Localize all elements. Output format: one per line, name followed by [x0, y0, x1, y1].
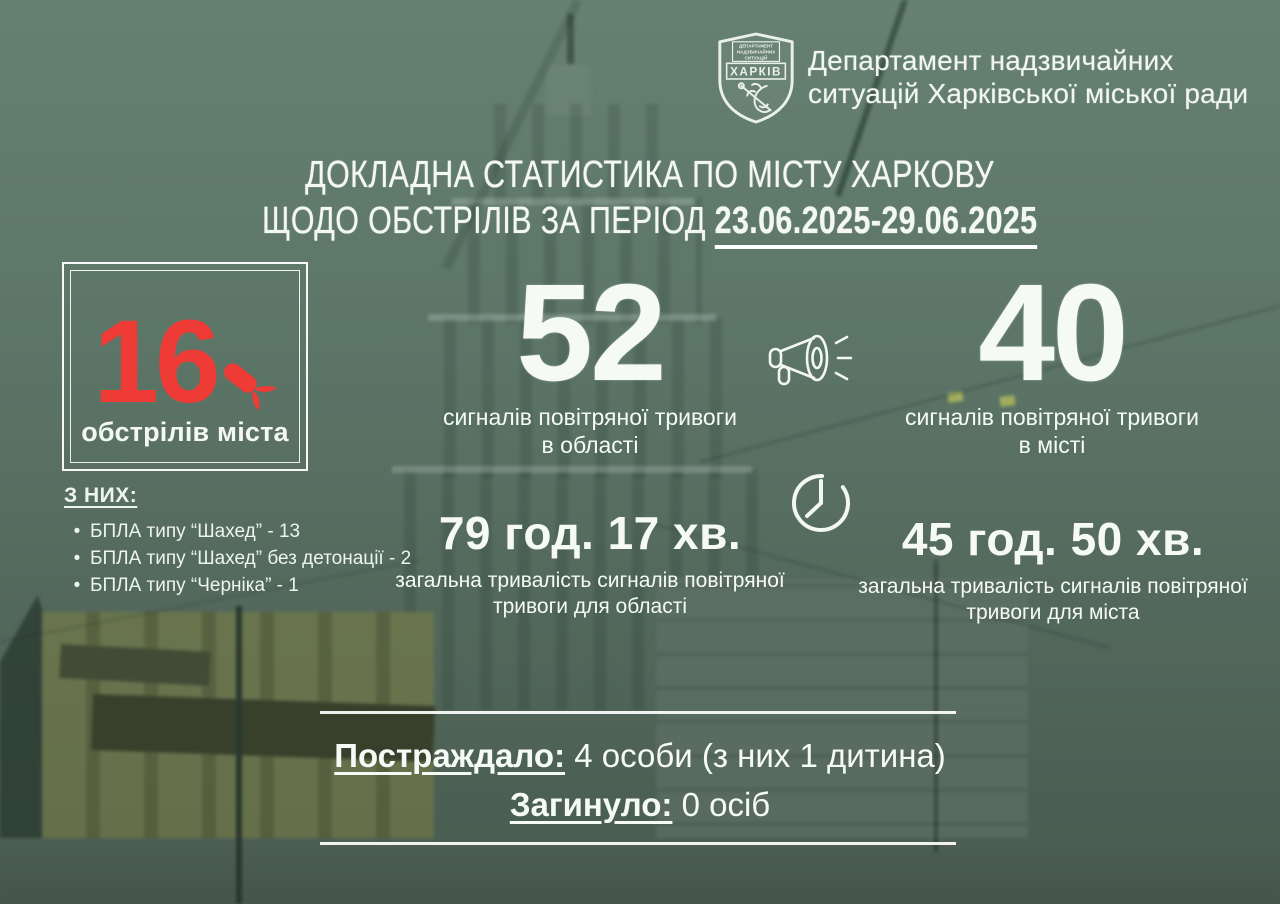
oblast-alerts-caption-line1: сигналів повітряної тривоги [443, 403, 737, 430]
shield-text-line2: НАДЗВИЧАЙНИХ [737, 48, 775, 55]
oblast-duration-block: 79 год. 17 хв. загальна тривалість сигна… [388, 506, 792, 620]
shield-city-name: ХАРКІВ [730, 66, 782, 79]
killed-line: Загинуло: 0 осіб [120, 786, 1160, 824]
bullet-icon: • [73, 548, 81, 569]
background-pole [934, 560, 938, 852]
city-duration-value: 45 год. 50 хв. [901, 513, 1205, 565]
department-shield-logo: ДЕПАРТАМЕНТ НАДЗВИЧАЙНИХ СИТУАЦІЙ ХАРКІВ [718, 32, 794, 124]
city-duration-caption-line2: тривоги для міста [966, 601, 1140, 624]
killed-label: Загинуло: [509, 786, 673, 823]
city-duration-block: 45 год. 50 хв. загальна тривалість сигна… [850, 512, 1256, 626]
shelling-breakdown: З НИХ: • БПЛА типу “Шахед” - 13 • БПЛА т… [64, 484, 434, 599]
background-tower-tier [468, 104, 676, 204]
bullet-icon: • [73, 575, 81, 596]
title-period-prefix: ЩОДО ОБСТРІЛІВ ЗА ПЕРІОД [262, 200, 715, 242]
background-cornice [392, 466, 752, 473]
background-street [0, 838, 1280, 904]
injured-label: Постраждало: [334, 737, 566, 774]
oblast-alerts-caption-line2: в області [541, 431, 639, 458]
oblast-duration-caption-line1: загальна тривалість сигналів повітряної [395, 569, 785, 592]
background-tower-tier [442, 198, 702, 324]
city-alerts-count: 40 [978, 256, 1129, 410]
background-tower-tier [418, 318, 722, 478]
background-cornice [428, 314, 716, 321]
organization-name-line1: Департамент надзвичайних [808, 45, 1174, 76]
background-building-right [656, 578, 1028, 856]
title-period-dates: 23.06.2025-29.06.2025 [714, 200, 1038, 249]
shelling-count: 16 [93, 296, 220, 429]
killed-value: 0 осіб [672, 786, 771, 823]
shelling-count-box: 16 обстрілів міста [62, 262, 308, 471]
organization-name-line2: ситуацій Харківської міської ради [808, 78, 1249, 109]
divider-top [320, 711, 956, 714]
injured-line: Постраждало: 4 особи (з них 1 дитина) [120, 737, 1160, 775]
bomb-icon [223, 363, 277, 411]
city-duration-caption-line1: загальна тривалість сигналів повітряної [858, 575, 1248, 598]
divider-bottom [320, 842, 956, 845]
injured-value: 4 особи (з них 1 дитина) [565, 737, 946, 774]
oblast-alerts-count: 52 [516, 256, 667, 410]
oblast-alerts-counter: 52 сигналів повітряної тривоги в області [410, 256, 770, 459]
clock-icon [792, 474, 850, 532]
city-alerts-counter: 40 сигналів повітряної тривоги в місті [872, 256, 1232, 459]
shelling-count-label: обстрілів міста [81, 417, 289, 447]
background-lamp-post [236, 606, 242, 904]
oblast-duration-caption-line2: тривоги для області [492, 595, 688, 618]
breakdown-title: З НИХ: [64, 484, 138, 507]
organization-name: Департамент надзвичайних ситуацій Харків… [808, 44, 1248, 110]
background-cornice [452, 198, 694, 205]
megaphone-icon [768, 334, 853, 386]
breakdown-item-shahed: • БПЛА типу “Шахед” - 13 [64, 518, 434, 545]
breakdown-item-chernika: • БПЛА типу “Черніка” - 1 [64, 572, 434, 599]
bullet-icon: • [73, 521, 81, 542]
background-spire [567, 14, 574, 80]
city-alerts-caption-line2: в місті [1018, 431, 1086, 458]
breakdown-item-shahed-no-detonation: • БПЛА типу “Шахед” без детонації - 2 [64, 545, 434, 572]
shield-text-line1: ДЕПАРТАМЕНТ [739, 44, 773, 49]
background-spire-base [546, 64, 592, 116]
poster-title-line2: ЩОДО ОБСТРІЛІВ ЗА ПЕРІОД 23.06.2025-29.0… [10, 200, 1280, 249]
shield-scorpion-emblem [737, 82, 772, 113]
city-alerts-caption-line1: сигналів повітряної тривоги [905, 403, 1199, 430]
oblast-duration-value: 79 год. 17 хв. [438, 507, 742, 559]
shield-text-line3: СИТУАЦІЙ [745, 53, 768, 60]
poster-title-line1: ДОКЛАДНА СТАТИСТИКА ПО МІСТУ ХАРКОВУ [305, 154, 995, 196]
